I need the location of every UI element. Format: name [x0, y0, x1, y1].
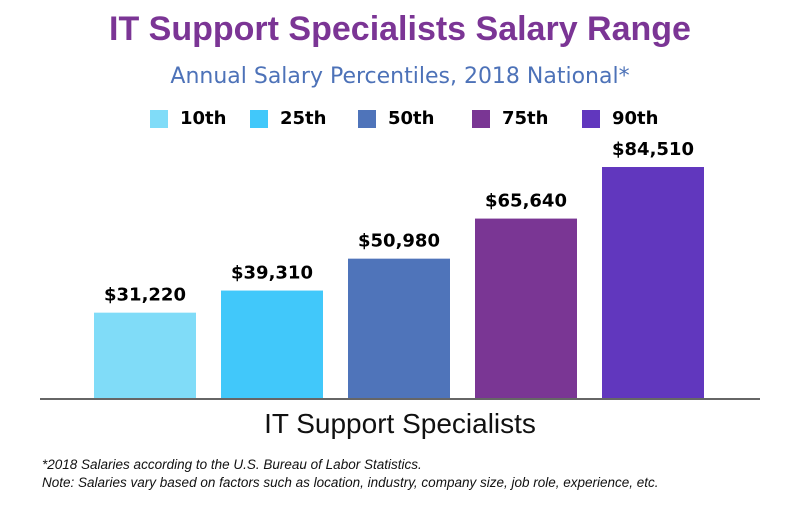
data-label-75th: $65,640	[485, 191, 567, 212]
bar-90th	[602, 167, 704, 398]
legend-swatch-50th	[358, 109, 376, 128]
legend-label-10th: 10th	[180, 108, 227, 129]
legend-label-75th: 75th	[502, 108, 549, 129]
x-axis-label: IT Support Specialists	[264, 408, 536, 439]
legend-item-25th: 25th	[250, 108, 326, 129]
bar-50th	[348, 258, 450, 398]
footnote-note: Note: Salaries vary based on factors suc…	[42, 475, 659, 490]
legend-label-25th: 25th	[280, 108, 327, 129]
bar-25th	[221, 290, 323, 398]
legend-swatch-75th	[472, 109, 490, 128]
footnote-source: *2018 Salaries according to the U.S. Bur…	[42, 457, 422, 472]
data-label-25th: $39,310	[231, 263, 313, 284]
legend-swatch-25th	[250, 109, 268, 128]
legend-item-90th: 90th	[582, 108, 658, 129]
legend-label-90th: 90th	[612, 108, 659, 129]
chart-title: IT Support Specialists Salary Range	[109, 10, 691, 48]
legend-label-50th: 50th	[388, 108, 435, 129]
chart-subtitle: Annual Salary Percentiles, 2018 National…	[170, 64, 630, 89]
legend-swatch-10th	[150, 109, 168, 128]
legend-item-10th: 10th	[150, 108, 226, 129]
bar-10th	[94, 312, 196, 398]
legend-item-50th: 50th	[358, 108, 434, 129]
bar-chart: $31,220 $39,310 $50,980 $65,640 $84,510	[40, 140, 760, 400]
data-label-50th: $50,980	[358, 231, 440, 252]
bar-75th	[475, 218, 577, 398]
legend-item-75th: 75th	[472, 108, 548, 129]
data-label-10th: $31,220	[104, 285, 186, 306]
legend: 10th 25th 50th 75th 90th	[0, 108, 800, 136]
data-label-90th: $84,510	[612, 140, 694, 160]
legend-swatch-90th	[582, 109, 600, 128]
